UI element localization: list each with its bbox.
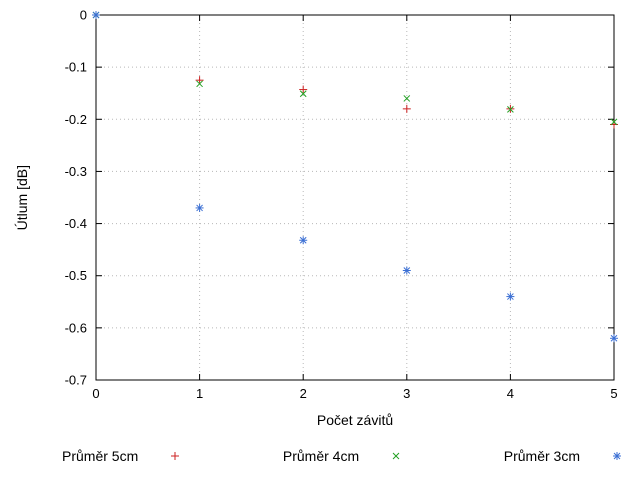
cross-marker-icon <box>389 449 403 463</box>
svg-text:2: 2 <box>300 386 307 401</box>
legend: Průměr 5cm Průměr 4cm Průměr 3cm <box>62 448 624 464</box>
x-axis-title: Počet závitů <box>316 412 394 428</box>
svg-text:5: 5 <box>610 386 617 401</box>
svg-text:1: 1 <box>196 386 203 401</box>
svg-text:-0.1: -0.1 <box>65 60 87 75</box>
svg-text:-0.4: -0.4 <box>65 216 87 231</box>
svg-text:-0.3: -0.3 <box>65 164 87 179</box>
svg-text:0: 0 <box>80 8 87 23</box>
legend-item: Průměr 5cm <box>62 448 182 464</box>
svg-text:-0.7: -0.7 <box>65 373 87 388</box>
y-axis-title-wrap: Útlum [dB] <box>14 0 30 396</box>
svg-text:-0.5: -0.5 <box>65 268 87 283</box>
svg-text:3: 3 <box>403 386 410 401</box>
legend-label: Průměr 4cm <box>282 448 360 464</box>
asterisk-marker-icon <box>610 449 624 463</box>
legend-item: Průměr 3cm <box>504 448 624 464</box>
legend-item: Průměr 4cm <box>283 448 403 464</box>
svg-text:0: 0 <box>92 386 99 401</box>
svg-text:-0.6: -0.6 <box>65 320 87 335</box>
plus-marker-icon <box>168 449 182 463</box>
svg-text:4: 4 <box>507 386 514 401</box>
legend-label: Průměr 3cm <box>503 448 580 464</box>
svg-text:-0.2: -0.2 <box>65 112 87 127</box>
y-axis-title: Útlum [dB] <box>14 165 30 231</box>
legend-label: Průměr 5cm <box>62 448 139 464</box>
